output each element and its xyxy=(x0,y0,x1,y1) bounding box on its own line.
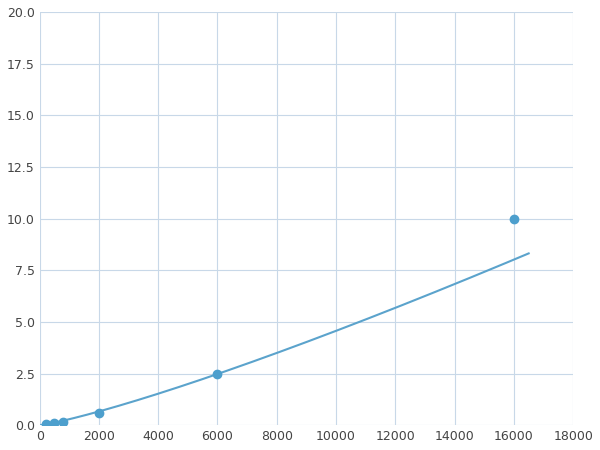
Point xyxy=(212,370,222,377)
Point xyxy=(59,418,68,426)
Point xyxy=(94,409,104,416)
Point xyxy=(41,420,50,427)
Point xyxy=(50,419,59,427)
Point xyxy=(509,215,518,222)
